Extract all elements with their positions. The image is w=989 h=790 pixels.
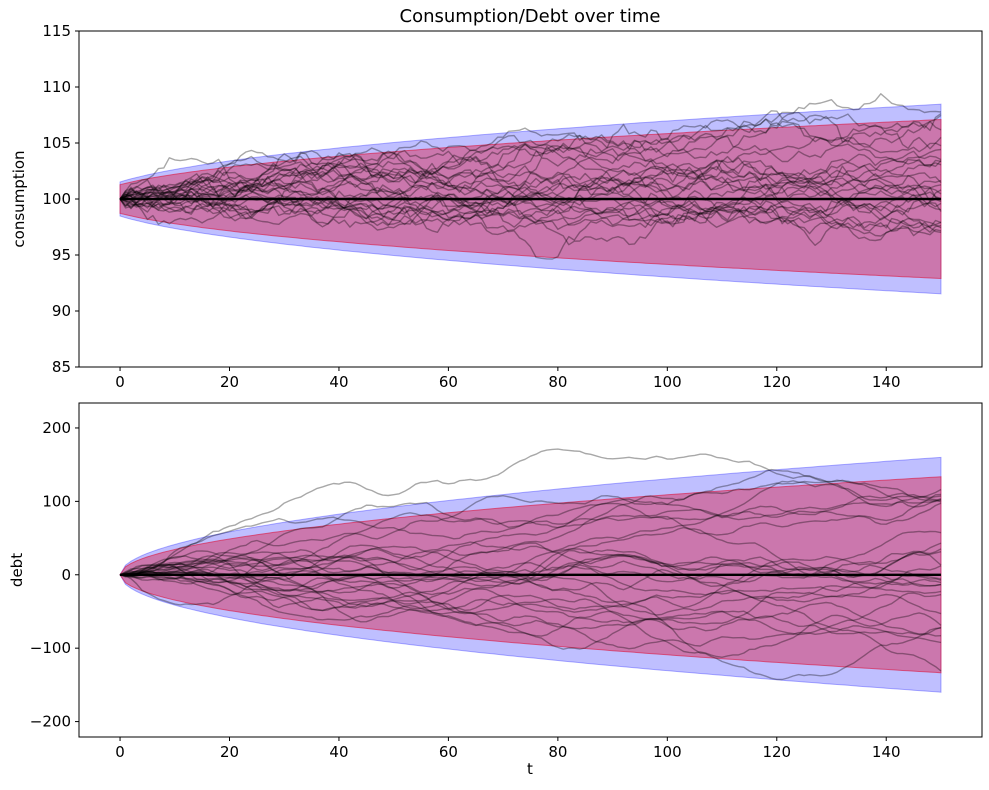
x-tick-label: 20 <box>220 373 239 391</box>
debt-y-axis-label: debt <box>8 552 26 588</box>
x-tick-label: 120 <box>762 743 791 761</box>
simulated-path <box>120 182 942 224</box>
simulated-path <box>119 492 942 606</box>
x-tick-label: 140 <box>872 743 901 761</box>
y-tick-label: 200 <box>42 419 71 437</box>
simulated-path <box>119 142 942 226</box>
simulated-path <box>119 120 942 234</box>
simulated-path <box>119 480 942 576</box>
simulated-path <box>119 153 942 218</box>
x-axis-label: t <box>527 760 533 778</box>
simulated-path <box>119 530 942 608</box>
y-tick-label: 95 <box>52 246 71 264</box>
simulated-path <box>119 162 942 236</box>
y-tick-label: 100 <box>42 190 71 208</box>
simulated-path <box>119 135 942 200</box>
x-tick-label: 140 <box>872 373 901 391</box>
x-tick-label: 60 <box>439 373 458 391</box>
simulated-path <box>119 154 942 221</box>
simulated-path <box>119 564 942 637</box>
x-tick-label: 100 <box>653 743 682 761</box>
x-tick-label: 80 <box>548 743 567 761</box>
y-tick-label: −100 <box>30 639 71 657</box>
simulated-path <box>119 542 942 607</box>
simulated-path <box>119 554 942 658</box>
simulated-path <box>119 479 942 576</box>
simulated-path <box>119 170 942 213</box>
simulated-path <box>119 155 942 228</box>
simulated-path <box>119 561 942 589</box>
y-tick-label: 105 <box>42 134 71 152</box>
simulated-path <box>119 93 942 200</box>
simulated-path <box>119 468 942 585</box>
simulated-path <box>119 186 942 260</box>
simulated-path <box>119 173 942 246</box>
simulated-path <box>119 448 942 577</box>
simulated-path <box>119 574 942 613</box>
simulated-path <box>119 542 942 594</box>
simulated-path <box>119 551 942 585</box>
simulated-path <box>119 550 942 623</box>
simulated-path <box>119 493 942 576</box>
y-tick-label: 100 <box>42 492 71 510</box>
x-tick-label: 40 <box>329 373 348 391</box>
simulated-path <box>119 155 942 218</box>
y-tick-label: 115 <box>42 22 71 40</box>
x-tick-label: 0 <box>115 743 125 761</box>
simulated-path <box>119 549 942 681</box>
simulated-path <box>119 111 942 200</box>
x-tick-label: 20 <box>220 743 239 761</box>
x-tick-label: 120 <box>762 373 791 391</box>
x-tick-label: 100 <box>653 373 682 391</box>
consumption-panel <box>119 93 942 295</box>
x-tick-label: 40 <box>329 743 348 761</box>
simulated-path <box>119 526 942 585</box>
y-tick-label: −200 <box>30 713 71 731</box>
simulated-path <box>119 113 942 207</box>
axes-frame <box>78 402 983 738</box>
simulated-path <box>119 145 942 232</box>
simulated-path <box>119 120 942 202</box>
simulated-path <box>119 150 942 206</box>
x-tick-label: 0 <box>115 373 125 391</box>
y-tick-label: 85 <box>52 358 71 376</box>
simulated-path <box>119 574 942 650</box>
simulated-path <box>119 554 942 610</box>
simulated-path <box>119 497 942 580</box>
simulated-path <box>119 548 942 592</box>
y-tick-label: 90 <box>52 302 71 320</box>
x-tick-label: 60 <box>439 743 458 761</box>
y-tick-label: 0 <box>61 566 71 584</box>
debt-panel <box>119 448 942 693</box>
simulated-path <box>119 136 942 220</box>
x-tick-label: 80 <box>548 373 567 391</box>
simulated-path <box>119 162 942 214</box>
simulated-path <box>119 193 942 227</box>
simulated-path <box>119 127 942 200</box>
simulated-path <box>119 551 942 636</box>
simulated-path <box>119 150 942 203</box>
consumption-y-axis-label: consumption <box>10 150 28 248</box>
simulated-path <box>119 570 942 632</box>
simulated-path <box>119 570 942 650</box>
simulated-path <box>119 498 942 576</box>
chart-title: Consumption/Debt over time <box>399 6 661 27</box>
simulated-path <box>119 548 942 616</box>
simulated-path <box>119 185 942 233</box>
y-tick-label: 110 <box>42 78 71 96</box>
